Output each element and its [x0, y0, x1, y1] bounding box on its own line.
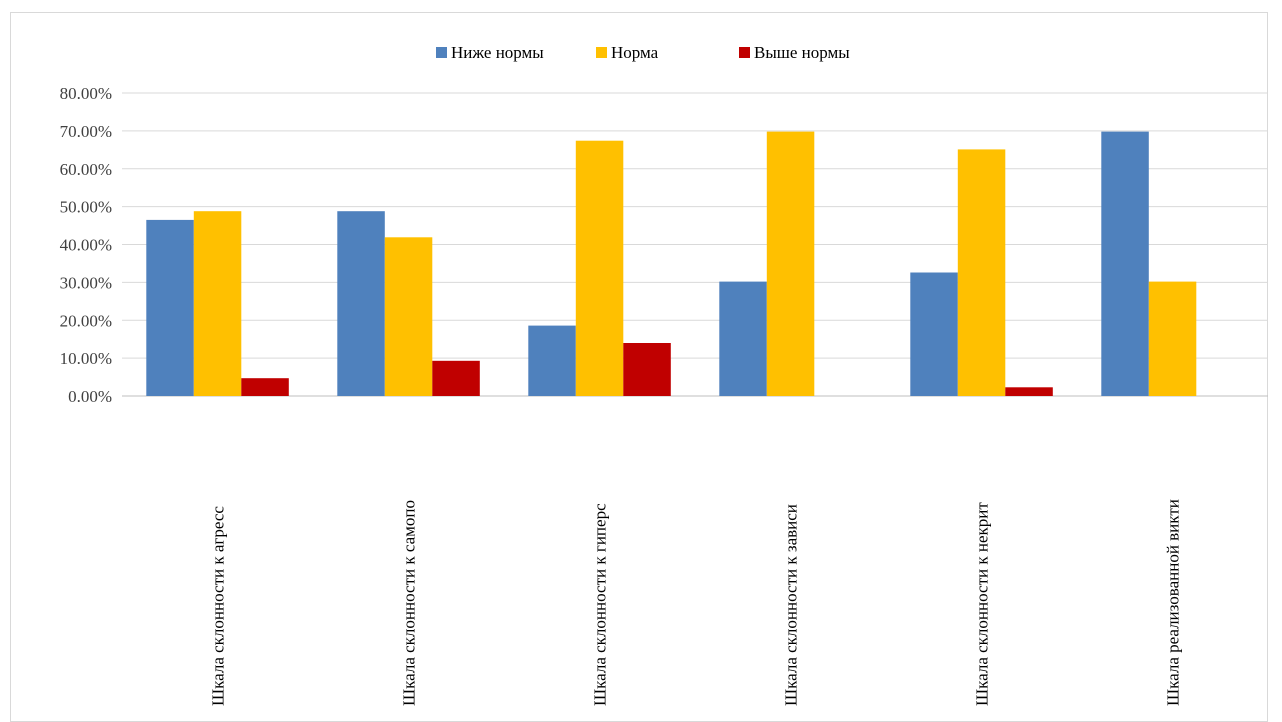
bar	[241, 378, 289, 396]
bar	[719, 281, 767, 396]
y-tick-label: 40.00%	[60, 236, 112, 255]
bar	[1101, 131, 1149, 396]
y-tick-label: 60.00%	[60, 160, 112, 179]
legend: Ниже нормы Норма Выше нормы	[436, 43, 850, 62]
bar	[575, 140, 624, 396]
bar	[1005, 387, 1053, 396]
legend-label: Ниже нормы	[451, 43, 544, 62]
y-tick-label: 20.00%	[60, 311, 112, 330]
legend-label: Норма	[611, 43, 659, 62]
bar	[766, 131, 815, 396]
y-tick-label: 50.00%	[60, 198, 112, 217]
legend-swatch	[436, 47, 447, 58]
y-tick-label: 70.00%	[60, 122, 112, 141]
bar	[432, 360, 480, 396]
x-category-label: Шкала склонности к самопо	[400, 500, 419, 706]
y-tick-label: 30.00%	[60, 273, 112, 292]
bar	[146, 219, 194, 396]
y-tick-label: 80.00%	[60, 84, 112, 103]
x-category-label: Шкала реализованной викти	[1164, 499, 1183, 706]
bar	[910, 272, 958, 396]
bars	[146, 131, 1197, 396]
bar	[957, 149, 1006, 396]
y-tick-label: 10.00%	[60, 349, 112, 368]
y-tick-label: 0.00%	[68, 387, 112, 406]
legend-label: Выше нормы	[754, 43, 850, 62]
gridlines	[122, 92, 1268, 397]
x-category-label: Шкала склонности к зависи	[782, 504, 801, 706]
x-category-label: Шкала склонности к некрит	[973, 502, 992, 706]
bar	[1148, 281, 1197, 396]
bar	[384, 237, 433, 396]
x-category-label: Шкала склонности к агресс	[209, 506, 228, 706]
legend-swatch	[739, 47, 750, 58]
bar	[337, 211, 385, 396]
y-axis-ticks: 0.00% 10.00% 20.00% 30.00% 40.00% 50.00% 60.00…	[60, 84, 112, 406]
x-category-label: Шкала склонности к гиперс	[591, 503, 610, 706]
bar	[623, 343, 671, 396]
x-axis-categories: Шкала склонности к агресс Шкала склонност…	[209, 499, 1183, 706]
legend-swatch	[596, 47, 607, 58]
bar	[193, 211, 242, 396]
bar	[528, 325, 576, 396]
